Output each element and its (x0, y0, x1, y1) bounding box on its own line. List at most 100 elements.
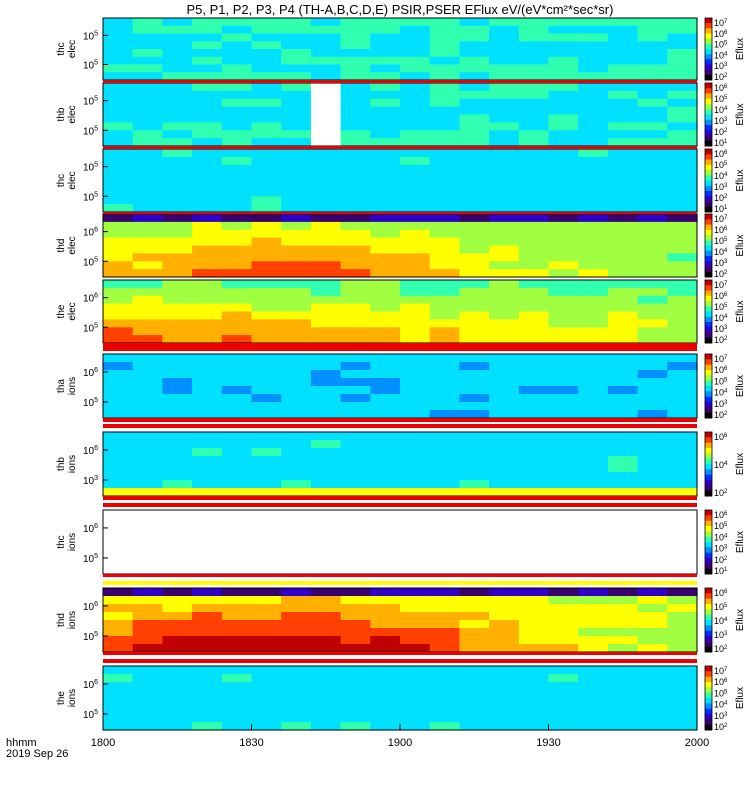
spectrogram-cell (489, 698, 520, 707)
spectrogram-cell (340, 253, 371, 262)
spectrogram-cell (667, 149, 698, 158)
colorbar-segment (705, 526, 712, 530)
spectrogram-cell (132, 287, 163, 297)
spectrogram-cell (429, 612, 460, 621)
spectrogram-cell (192, 402, 223, 411)
spectrogram-cell (340, 432, 371, 441)
spectrogram-cell (103, 472, 134, 481)
colorbar-segment (705, 59, 712, 63)
spectrogram-cell (518, 33, 550, 42)
spectrogram-cell (459, 311, 490, 320)
spectrogram-cell (370, 386, 401, 395)
spectrogram-cell (221, 280, 253, 289)
spectrogram-cell (192, 682, 223, 691)
spectrogram-cell (370, 56, 401, 66)
spectrogram-cell (221, 386, 253, 395)
spectrogram-cell (459, 138, 490, 147)
colorbar-title: Eflux (735, 169, 746, 191)
spectrogram-cell (340, 722, 371, 731)
spectrogram-cell (429, 56, 460, 66)
spectrogram-cell (370, 354, 401, 363)
spectrogram-cell (192, 432, 223, 441)
spectrogram-cell (192, 378, 223, 387)
colorbar-segment (705, 18, 712, 22)
spectrogram-cell (103, 25, 134, 35)
spectrogram-cell (459, 83, 490, 92)
spectrogram-cell (310, 196, 342, 205)
spectrogram-cell (518, 138, 550, 147)
spectrogram-cell (637, 706, 668, 715)
spectrogram-cell (518, 666, 550, 675)
colorbar-segment (705, 191, 712, 195)
spectrogram-cell (578, 698, 609, 707)
spectrogram-cell (310, 714, 342, 723)
spectrogram-cell (607, 164, 639, 174)
colorbar-segment (705, 216, 712, 220)
spectrogram-cell (162, 204, 193, 213)
spectrogram-cell (518, 644, 550, 653)
spectrogram-cell (103, 237, 134, 247)
spectrogram-cell (459, 90, 490, 100)
spectrogram-cell (221, 106, 253, 116)
spectrogram-cell (607, 138, 639, 147)
colorbar-tick-label: 104 (714, 532, 728, 542)
spectrogram-cell (340, 280, 371, 289)
spectrogram-cell (518, 596, 550, 605)
spectrogram-cell (132, 674, 163, 683)
colorbar-segment (705, 391, 712, 395)
spectrogram-cell (429, 25, 460, 35)
spectrogram-cell (310, 214, 342, 223)
spectrogram-cell (548, 628, 579, 637)
spectrogram-cell (103, 83, 134, 92)
spectrogram-cell (103, 261, 134, 270)
spectrogram-cell (578, 214, 609, 223)
colorbar-segment (705, 67, 712, 71)
spectrogram-cell (221, 214, 253, 223)
spectrogram-cell (429, 229, 460, 239)
spectrogram-cell (459, 362, 490, 371)
panel-label-bottom: elec (67, 171, 78, 189)
spectrogram-cell (459, 644, 490, 653)
spectrogram-cell (132, 472, 163, 481)
spectrogram-cell (162, 287, 193, 297)
spectrogram-cell (370, 229, 401, 239)
spectrogram-cell (281, 440, 312, 449)
colorbar-segment (705, 43, 712, 47)
colorbar-segment (705, 149, 712, 153)
spectrogram-cell (459, 130, 490, 139)
spectrogram-cell (489, 106, 520, 116)
spectrogram-cell (578, 83, 609, 92)
spectrogram-cell (400, 327, 431, 336)
spectrogram-cell (103, 122, 134, 131)
spectrogram-cell (132, 196, 163, 205)
spectrogram-cell (251, 472, 282, 481)
spectrogram-cell (548, 327, 579, 336)
spectrogram-cell (637, 122, 668, 131)
spectrogram-cell (429, 311, 460, 320)
panel-label-bottom: ions (67, 533, 78, 551)
spectrogram-cell (310, 440, 342, 449)
spectrogram-cell (548, 303, 579, 313)
spectrogram-cell (607, 402, 639, 411)
spectrogram-cell (459, 261, 490, 270)
spectrogram-cell (162, 690, 193, 699)
spectrogram-cell (221, 229, 253, 239)
spectrogram-cell (310, 229, 342, 239)
colorbar-segment (705, 117, 712, 121)
spectrogram-cell (548, 362, 579, 371)
spectrogram-cell (607, 698, 639, 707)
spectrogram-cell (489, 64, 520, 73)
spectrogram-cell (281, 149, 312, 158)
spectrogram-cell (251, 698, 282, 707)
spectrogram-cell (132, 18, 163, 27)
spectrogram-cell (370, 172, 401, 182)
colorbar-segment (705, 404, 712, 408)
colorbar-segment (705, 412, 712, 416)
colorbar-segment (705, 209, 712, 213)
spectrogram-cell (251, 588, 282, 597)
spectrogram-cell (429, 448, 460, 457)
spectrogram-cell (637, 682, 668, 691)
spectrogram-cell (518, 41, 550, 50)
colorbar-tick-label: 103 (714, 61, 728, 71)
spectrogram-cell (667, 636, 698, 645)
